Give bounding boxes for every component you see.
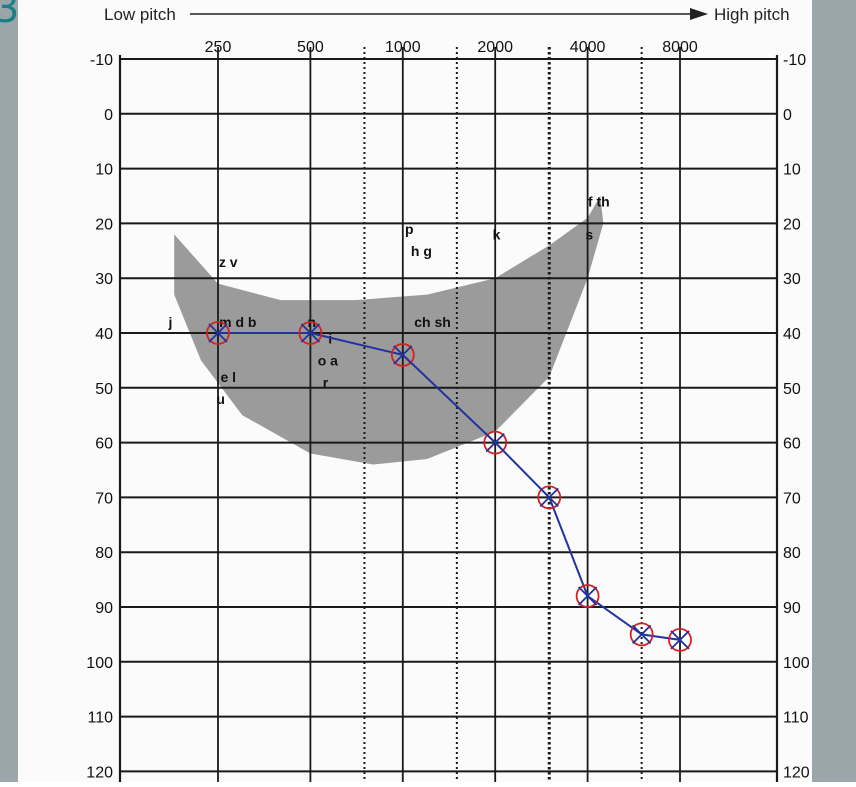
y-tick-label-left: 0 — [104, 107, 113, 124]
y-tick-label-left: 10 — [95, 162, 113, 179]
header-high-pitch: High pitch — [714, 5, 790, 24]
threshold-point-x2 — [393, 345, 413, 365]
phoneme-label: u — [216, 391, 225, 407]
threshold-point-x2 — [539, 487, 559, 508]
x-tick-label: 1000 — [385, 39, 421, 56]
threshold-point-circle — [629, 622, 654, 647]
y-tick-label-right: 20 — [783, 216, 801, 233]
phoneme-label: r — [323, 374, 329, 390]
y-tick-label-right: 120 — [783, 764, 810, 781]
threshold-point — [575, 584, 600, 608]
y-tick-label-left: 20 — [95, 216, 113, 233]
threshold-point — [298, 321, 323, 345]
x-tick-label: 500 — [297, 39, 324, 56]
header-low-pitch: Low pitch — [104, 5, 176, 24]
threshold-point-x2 — [670, 630, 690, 650]
phoneme-label: k — [493, 226, 501, 242]
x-tick-label: 250 — [205, 39, 232, 56]
threshold-point — [668, 627, 692, 652]
y-tick-label-left: 50 — [95, 381, 113, 398]
x-tick-label: 4000 — [570, 39, 606, 56]
y-tick-label-left: 40 — [95, 326, 113, 343]
threshold-point-circle — [298, 321, 323, 345]
phoneme-label: m d b — [219, 314, 256, 330]
threshold-point — [483, 430, 508, 455]
x-tick-label: 8000 — [662, 39, 698, 56]
y-tick-label-right: 60 — [783, 436, 801, 453]
y-tick-label-right: 80 — [783, 545, 801, 562]
phoneme-label: h g — [411, 243, 432, 259]
speech-banana — [174, 196, 604, 465]
header-arrow-head — [690, 8, 708, 20]
y-tick-label-left: 70 — [95, 490, 113, 507]
y-tick-label-left: 100 — [86, 655, 113, 672]
y-tick-label-left: 90 — [95, 600, 113, 617]
threshold-point — [206, 321, 230, 345]
phoneme-label: z v — [219, 254, 238, 270]
y-tick-label-left: 60 — [95, 436, 113, 453]
y-tick-label-left: 80 — [95, 545, 113, 562]
phoneme-label: s — [585, 226, 593, 242]
y-tick-label-right: 70 — [783, 490, 801, 507]
phoneme-label: e l — [220, 369, 236, 385]
threshold-point-x2 — [300, 323, 321, 343]
y-tick-label-left: -10 — [90, 52, 113, 69]
corner-mark: 3 — [0, 0, 20, 32]
y-tick-label-left: 30 — [95, 271, 113, 288]
y-tick-label-left: 120 — [86, 764, 113, 781]
threshold-point — [390, 343, 415, 367]
threshold-point-circle — [390, 343, 415, 367]
y-tick-label-right: -10 — [783, 52, 806, 69]
y-tick-label-right: 40 — [783, 326, 801, 343]
phoneme-label: p — [405, 221, 414, 237]
threshold-point — [629, 622, 654, 647]
threshold-point-x2 — [577, 586, 598, 606]
threshold-point-circle — [537, 485, 562, 510]
threshold-point-x2 — [485, 432, 505, 453]
threshold-point-x2 — [632, 624, 652, 645]
threshold-point-circle — [483, 430, 508, 455]
y-tick-label-right: 90 — [783, 600, 801, 617]
y-tick-label-right: 0 — [783, 107, 792, 124]
audiogram-paper: Low pitch High pitch 250 500 1000 2000 4000 800… — [18, 0, 812, 782]
right-border — [812, 0, 856, 782]
threshold-point — [537, 485, 562, 510]
y-tick-label-right: 110 — [783, 710, 809, 727]
y-tick-label-right: 30 — [783, 271, 801, 288]
x-tick-label: 2000 — [477, 39, 513, 56]
threshold-point-circle — [206, 321, 230, 345]
threshold-point-x2 — [208, 323, 228, 343]
y-tick-label-right: 10 — [783, 162, 801, 179]
y-tick-label-left: 110 — [87, 710, 113, 727]
phoneme-label: j — [168, 314, 173, 330]
phoneme-label: f th — [588, 193, 610, 209]
left-border: 3 — [0, 0, 20, 782]
threshold-point-circle — [668, 627, 692, 652]
threshold-point-circle — [575, 584, 600, 608]
phoneme-label: o a — [318, 352, 338, 368]
y-tick-label-right: 100 — [783, 655, 810, 672]
y-tick-label-right: 50 — [783, 381, 801, 398]
phoneme-label: ch sh — [414, 314, 451, 330]
